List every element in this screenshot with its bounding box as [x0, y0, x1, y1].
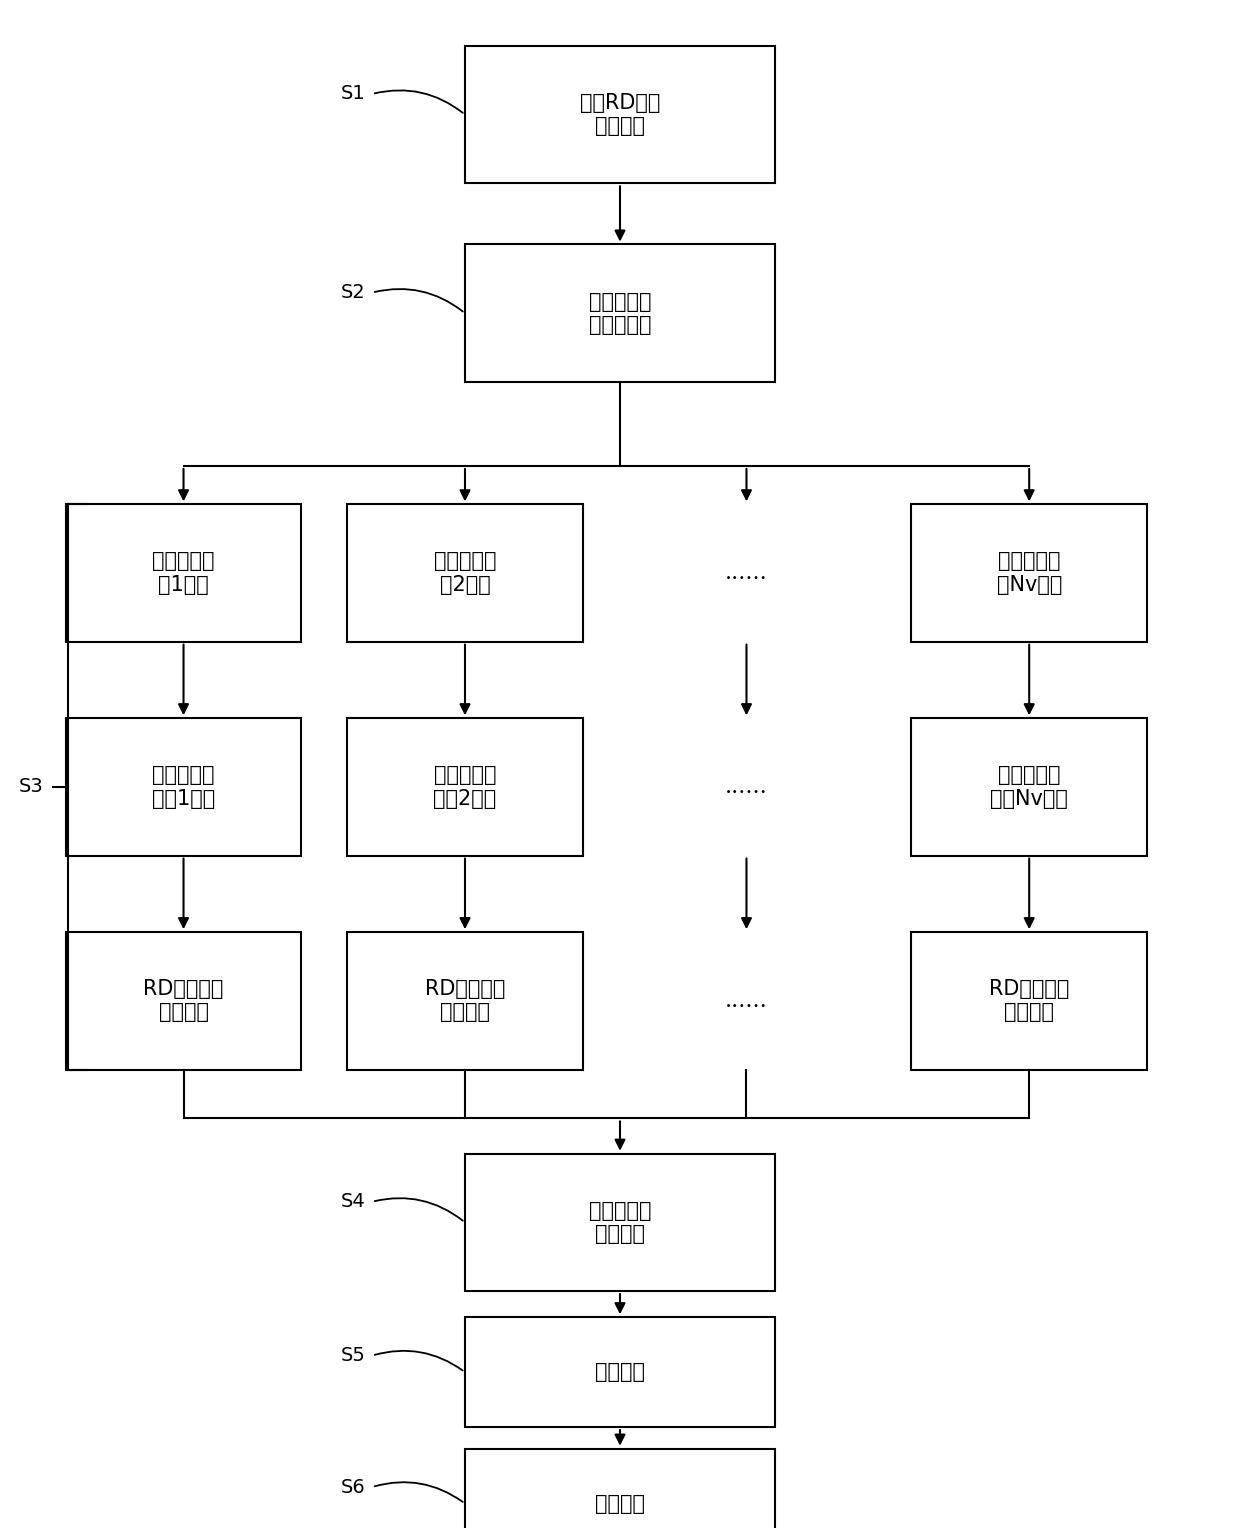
- Bar: [911, 504, 1147, 642]
- Bar: [911, 932, 1147, 1070]
- Text: 雷达RD回波
矩阵获取: 雷达RD回波 矩阵获取: [580, 93, 660, 136]
- Text: 假设速度平
方Nv设置: 假设速度平 方Nv设置: [997, 552, 1061, 594]
- Text: 航迹输出: 航迹输出: [595, 1493, 645, 1514]
- Bar: [465, 1449, 775, 1528]
- Text: 速度平方滤
波器1预测: 速度平方滤 波器1预测: [151, 766, 216, 808]
- Text: 速度平方滤
波器2预测: 速度平方滤 波器2预测: [433, 766, 497, 808]
- Bar: [347, 932, 583, 1070]
- Bar: [66, 504, 301, 642]
- Text: ......: ......: [725, 990, 768, 1012]
- Text: S2: S2: [341, 283, 366, 303]
- Bar: [347, 504, 583, 642]
- Bar: [465, 1154, 775, 1291]
- Text: S4: S4: [341, 1192, 366, 1212]
- Bar: [347, 718, 583, 856]
- Text: 假设速度平
方1设置: 假设速度平 方1设置: [153, 552, 215, 594]
- Bar: [465, 46, 775, 183]
- Text: RD平面多帧
伪谱积累: RD平面多帧 伪谱积累: [425, 979, 505, 1022]
- Bar: [465, 1317, 775, 1427]
- Text: 航迹回溯: 航迹回溯: [595, 1361, 645, 1383]
- Text: 速度平方滤
波器Nv预测: 速度平方滤 波器Nv预测: [991, 766, 1068, 808]
- Text: 速度平方滤
波器组设置: 速度平方滤 波器组设置: [589, 292, 651, 335]
- Text: S3: S3: [19, 778, 43, 796]
- Bar: [66, 932, 301, 1070]
- Bar: [911, 718, 1147, 856]
- Text: S6: S6: [341, 1478, 366, 1496]
- Text: ......: ......: [725, 562, 768, 584]
- Text: ......: ......: [725, 776, 768, 798]
- Bar: [465, 244, 775, 382]
- Text: RD平面多帧
伪谱积累: RD平面多帧 伪谱积累: [990, 979, 1069, 1022]
- Text: 假设速度平
方2设置: 假设速度平 方2设置: [434, 552, 496, 594]
- Text: 目标检测和
参数估计: 目标检测和 参数估计: [589, 1201, 651, 1244]
- Text: S1: S1: [341, 84, 366, 104]
- Bar: [66, 718, 301, 856]
- Text: RD平面多帧
伪谱积累: RD平面多帧 伪谱积累: [144, 979, 223, 1022]
- Text: S5: S5: [341, 1346, 366, 1365]
